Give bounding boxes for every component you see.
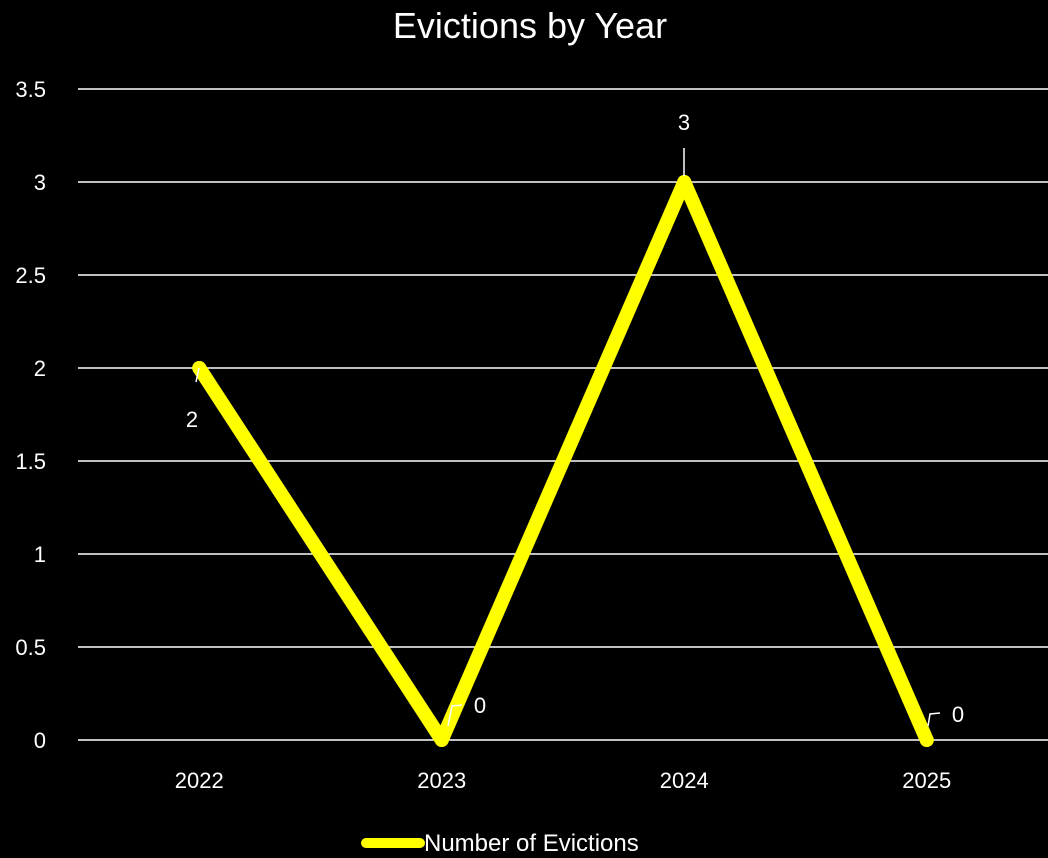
legend[interactable]: Number of Evictions	[361, 830, 639, 857]
y-axis-tick-labels: 0 0.5 1 1.5 2 2.5 3 3.5	[15, 77, 46, 753]
y-tick-label: 0	[34, 728, 46, 753]
y-tick-label: 2	[34, 356, 46, 381]
x-tick-label: 2025	[902, 768, 951, 793]
x-axis-tick-labels: 2022 2023 2024 2025	[175, 768, 951, 793]
data-point[interactable]	[434, 733, 449, 747]
data-point[interactable]	[192, 361, 207, 375]
chart-title: Evictions by Year	[393, 5, 667, 46]
data-label-leader-line	[195, 367, 200, 383]
y-tick-label: 3.5	[15, 77, 46, 102]
y-tick-label: 0.5	[15, 635, 46, 660]
data-label: 3	[678, 110, 690, 135]
y-tick-label: 3	[34, 170, 46, 195]
series-line	[192, 175, 934, 747]
y-tick-label: 1.5	[15, 449, 46, 474]
y-tick-label: 1	[34, 542, 46, 567]
x-tick-label: 2022	[175, 768, 224, 793]
data-point[interactable]	[677, 175, 692, 189]
gridlines	[78, 88, 1048, 741]
data-label-leader-line	[927, 712, 941, 727]
x-tick-label: 2024	[660, 768, 709, 793]
data-point[interactable]	[919, 733, 934, 747]
data-label: 0	[474, 693, 486, 718]
y-tick-label: 2.5	[15, 263, 46, 288]
series-layer	[192, 175, 934, 747]
data-label: 0	[952, 702, 964, 727]
data-label-leader-line	[447, 704, 463, 727]
legend-label: Number of Evictions	[424, 830, 639, 857]
x-tick-label: 2023	[417, 768, 466, 793]
data-label: 2	[186, 407, 198, 432]
